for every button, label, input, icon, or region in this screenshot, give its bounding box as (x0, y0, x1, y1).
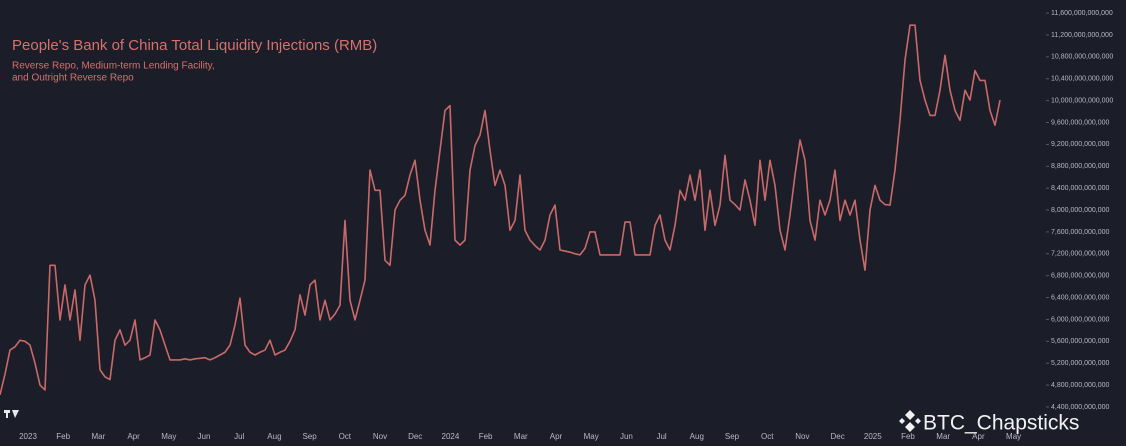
y-tick-label: 8,000,000,000,000 (1051, 207, 1109, 214)
y-tick-label: 11,200,000,000,000 (1051, 32, 1113, 39)
x-tick-label: 2025 (864, 432, 882, 441)
data-line (0, 24, 1001, 396)
y-tick-label: 5,600,000,000,000 (1051, 338, 1109, 345)
y-tick-label: 8,400,000,000,000 (1051, 185, 1109, 192)
x-tick-label: Dec (408, 432, 422, 441)
x-tick-label: Aug (690, 432, 704, 441)
watermark-icon (899, 410, 921, 432)
x-tick-label: 2023 (19, 432, 37, 441)
watermark: BTC_Chapsticks (923, 412, 1079, 435)
y-tick-label: 11,600,000,000,000 (1051, 10, 1113, 17)
x-tick-label: May (161, 432, 176, 441)
y-tick-label: 9,200,000,000,000 (1051, 141, 1109, 148)
y-tick-label: 9,600,000,000,000 (1051, 119, 1109, 126)
y-tick-label: 10,800,000,000,000 (1051, 54, 1113, 61)
plot-area (0, 24, 1001, 396)
x-tick-label: Feb (56, 432, 70, 441)
y-tick-label: 4,400,000,000,000 (1051, 404, 1109, 411)
x-tick-label: Oct (761, 432, 774, 441)
x-tick-label: Jul (234, 432, 244, 441)
chart-subtitle: Reverse Repo, Medium-term Lending Facili… (12, 61, 215, 72)
x-tick-label: Feb (901, 432, 915, 441)
x-tick-label: Mar (92, 432, 106, 441)
logo (4, 410, 19, 418)
x-tick-label: Aug (267, 432, 281, 441)
chart-subtitle: and Outright Reverse Repo (12, 73, 134, 84)
y-tick-label: 7,200,000,000,000 (1051, 251, 1109, 258)
x-tick-label: Apr (127, 432, 140, 441)
y-tick-label: 5,200,000,000,000 (1051, 360, 1109, 367)
x-tick-label: Sep (302, 432, 317, 441)
y-tick-label: 10,400,000,000,000 (1051, 76, 1113, 83)
x-tick-label: Oct (339, 432, 352, 441)
x-tick-label: Mar (936, 432, 950, 441)
x-tick-label: Jul (656, 432, 666, 441)
y-tick-label: 10,000,000,000,000 (1051, 97, 1113, 104)
x-tick-label: Mar (514, 432, 528, 441)
y-tick-label: 7,600,000,000,000 (1051, 229, 1109, 236)
y-tick-label: 6,800,000,000,000 (1051, 273, 1109, 280)
x-tick-label: Sep (725, 432, 740, 441)
x-tick-label: May (1006, 432, 1021, 441)
grid (1046, 12, 1049, 408)
x-tick-label: Apr (972, 432, 985, 441)
x-tick-label: Feb (479, 432, 493, 441)
x-tick-label: 2024 (442, 432, 460, 441)
y-tick-label: 6,000,000,000,000 (1051, 316, 1109, 323)
x-tick-label: May (584, 432, 599, 441)
x-tick-label: Jun (620, 432, 633, 441)
x-tick-label: Nov (373, 432, 387, 441)
chart-title: People's Bank of China Total Liquidity I… (12, 37, 377, 54)
x-tick-label: Jun (198, 432, 211, 441)
y-tick-label: 4,800,000,000,000 (1051, 382, 1109, 389)
x-tick-label: Nov (795, 432, 809, 441)
x-tick-label: Apr (550, 432, 563, 441)
y-tick-label: 6,400,000,000,000 (1051, 294, 1109, 301)
x-tick-label: Dec (830, 432, 844, 441)
y-tick-label: 8,800,000,000,000 (1051, 163, 1109, 170)
